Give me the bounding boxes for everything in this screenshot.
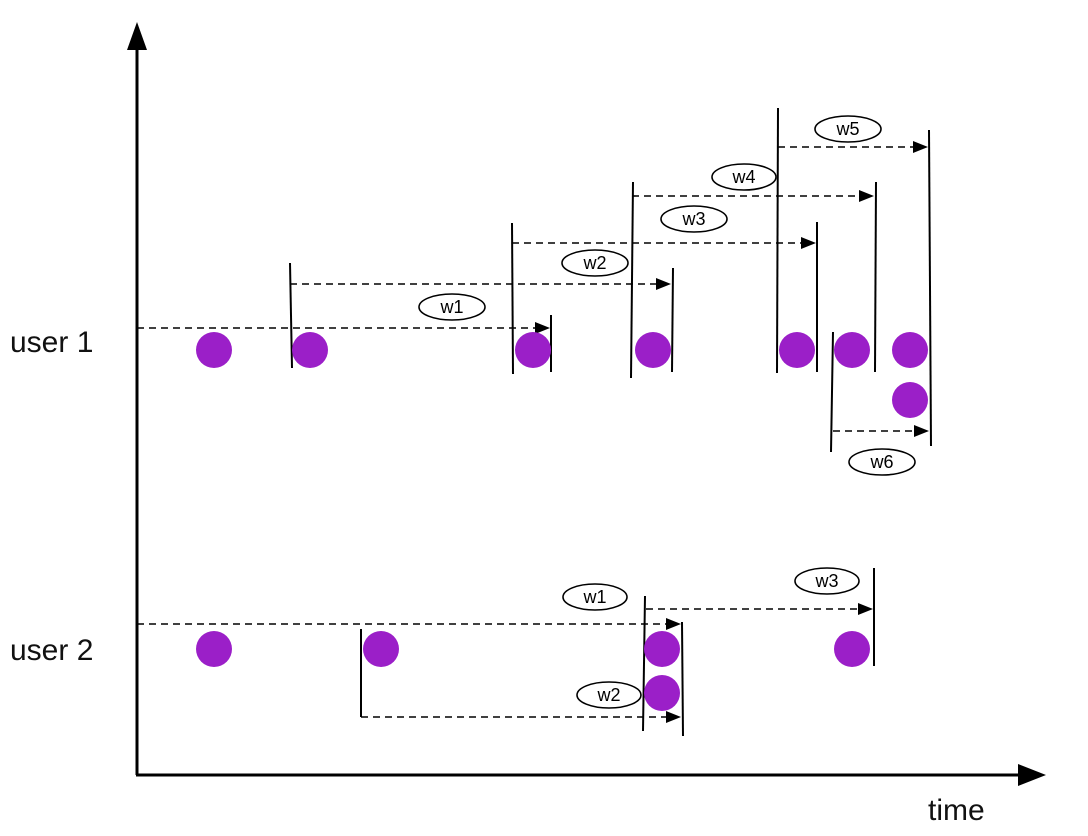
user-2-label-oval-w2 xyxy=(576,681,642,709)
user-2-label-w3: w3 xyxy=(814,571,838,591)
event-dot xyxy=(834,332,870,368)
user-1-label-oval-w6 xyxy=(848,448,916,476)
user-1-span-w5-arrow xyxy=(913,141,928,153)
user-1-boundary xyxy=(830,331,834,453)
user-1-label-w5: w5 xyxy=(835,119,859,139)
axes: time xyxy=(127,22,1046,827)
event-dot xyxy=(196,631,232,667)
user-2-label-w2: w2 xyxy=(596,685,620,705)
user-1-window-labels: w1 w2 w3 w4 w5 w6 xyxy=(418,115,916,476)
user-1-boundary xyxy=(874,181,877,373)
user-1-label-oval-w4 xyxy=(711,163,777,191)
user-1-span-w4-arrow xyxy=(859,190,874,202)
user-2-span-w2-arrow xyxy=(666,711,681,723)
user-1-window-boundaries xyxy=(289,107,932,453)
x-axis-arrow xyxy=(1018,764,1046,786)
user-1-span-w6-arrow xyxy=(914,425,929,437)
event-dot xyxy=(515,332,551,368)
user-1-label-oval-w2 xyxy=(561,249,629,277)
user-1-label-oval-w1 xyxy=(418,293,486,321)
user-1-window-spans xyxy=(137,141,929,437)
user-1-boundary xyxy=(630,181,634,379)
user-2-label-oval-w1 xyxy=(562,583,628,611)
event-dot xyxy=(363,631,399,667)
user-1-span-w2-arrow xyxy=(656,278,671,290)
user-1-label-w4: w4 xyxy=(731,167,755,187)
event-dot xyxy=(644,631,680,667)
user-2-label-w1: w1 xyxy=(582,587,606,607)
user-2-window-boundaries xyxy=(360,568,875,737)
user-1-boundary xyxy=(928,129,932,447)
user-2-window-labels: w1 w2 w3 xyxy=(562,567,860,709)
event-dot xyxy=(779,332,815,368)
user-2-boundary xyxy=(681,621,684,737)
y-axis-arrow xyxy=(127,22,147,50)
user-1-boundary xyxy=(671,267,674,373)
event-dot xyxy=(292,332,328,368)
user-1-label-w6: w6 xyxy=(869,452,893,472)
user-2-boundary xyxy=(642,595,646,732)
event-dot xyxy=(892,332,928,368)
user-1-boundary xyxy=(776,107,779,374)
user-1-label-w1: w1 xyxy=(439,297,463,317)
user-2-label-oval-w3 xyxy=(794,567,860,595)
user-1-boundary xyxy=(511,222,514,375)
user-2-events xyxy=(196,631,870,711)
user-1-label-w2: w2 xyxy=(582,253,606,273)
event-dot xyxy=(892,382,928,418)
event-dot xyxy=(644,675,680,711)
user-2-span-w3-arrow xyxy=(858,603,873,615)
user-2-window-spans xyxy=(137,603,873,723)
user-1-label-oval-w5 xyxy=(814,115,882,143)
user-1-label-oval-w3 xyxy=(660,205,728,233)
user-1-boundary xyxy=(289,262,293,369)
event-dot xyxy=(834,631,870,667)
user-1-span-w3-arrow xyxy=(801,237,816,249)
user-1-label-w3: w3 xyxy=(681,209,705,229)
event-dot xyxy=(196,332,232,368)
user-2-span-w1-arrow xyxy=(666,618,681,630)
event-dot xyxy=(635,332,671,368)
row-label-user-2: user 2 xyxy=(10,634,93,667)
x-axis-label: time xyxy=(928,794,985,827)
user-1-span-w1-arrow xyxy=(535,322,550,334)
user-1-events xyxy=(196,332,928,418)
row-label-user-1: user 1 xyxy=(10,326,93,359)
